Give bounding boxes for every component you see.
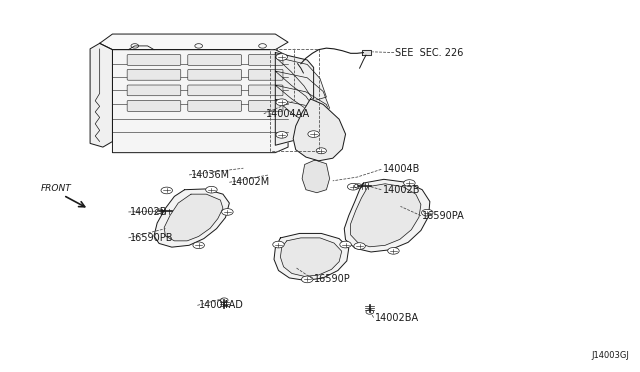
FancyBboxPatch shape [248,55,283,65]
FancyBboxPatch shape [248,85,283,96]
Polygon shape [113,49,288,153]
Text: SEE  SEC. 226: SEE SEC. 226 [396,48,464,58]
Text: 16590PB: 16590PB [130,233,173,243]
Polygon shape [351,184,421,247]
Text: 14002BA: 14002BA [375,312,419,323]
Circle shape [276,99,287,106]
Text: FRONT: FRONT [40,185,71,193]
Text: 14002M: 14002M [230,177,270,187]
Circle shape [276,54,287,60]
Circle shape [348,183,359,190]
Circle shape [193,242,204,248]
Circle shape [308,131,319,137]
Circle shape [273,241,284,248]
FancyBboxPatch shape [248,100,283,111]
Text: 14004AA: 14004AA [266,109,310,119]
Polygon shape [164,194,223,241]
Polygon shape [362,49,371,55]
FancyBboxPatch shape [248,70,283,80]
Polygon shape [100,34,288,49]
Circle shape [276,132,287,138]
Circle shape [205,186,217,193]
FancyBboxPatch shape [127,85,180,96]
Text: J14003GJ: J14003GJ [592,351,630,360]
Circle shape [316,148,326,154]
FancyBboxPatch shape [188,100,241,111]
Text: 14004B: 14004B [383,164,420,174]
FancyBboxPatch shape [127,55,180,65]
Polygon shape [293,99,346,161]
Polygon shape [344,179,430,252]
Polygon shape [280,238,342,276]
FancyBboxPatch shape [188,70,241,80]
Polygon shape [275,57,326,101]
Polygon shape [154,189,229,247]
Circle shape [340,241,351,248]
Text: 16590PA: 16590PA [422,211,465,221]
Polygon shape [275,52,314,145]
Text: 16590P: 16590P [314,274,350,284]
Polygon shape [275,85,333,124]
Text: 14036M: 14036M [191,170,230,180]
Text: 14002B: 14002B [383,185,420,195]
Text: 14002B: 14002B [130,207,167,217]
Polygon shape [302,160,330,193]
FancyBboxPatch shape [127,70,180,80]
Polygon shape [274,234,349,280]
Circle shape [388,247,399,254]
Circle shape [221,209,233,215]
Polygon shape [275,71,330,112]
Circle shape [301,276,313,283]
Circle shape [161,187,173,194]
FancyBboxPatch shape [127,100,180,111]
Polygon shape [90,43,113,147]
Polygon shape [275,99,336,137]
Circle shape [422,209,433,216]
FancyBboxPatch shape [188,85,241,96]
Text: 14004AD: 14004AD [198,300,244,310]
Circle shape [404,180,415,186]
FancyBboxPatch shape [188,55,241,65]
Circle shape [354,243,365,249]
